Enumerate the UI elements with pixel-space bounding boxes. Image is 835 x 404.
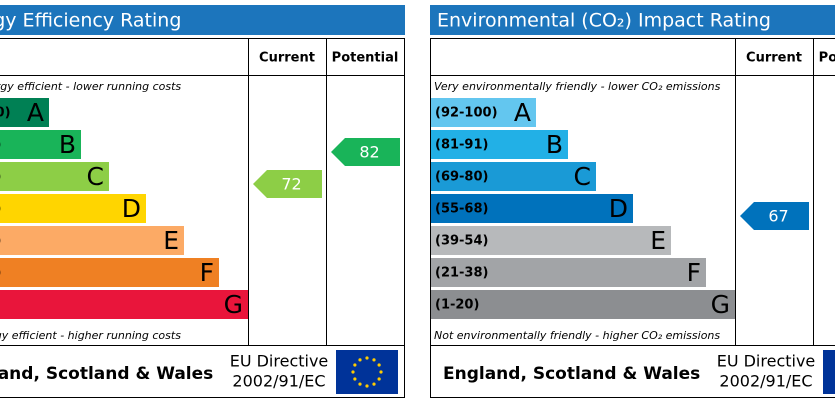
eu-star bbox=[377, 377, 381, 381]
band-range: (21-38) bbox=[0, 266, 1, 281]
band bbox=[431, 98, 536, 127]
eu-flag bbox=[823, 350, 835, 394]
footer-region: England, Scotland & Wales bbox=[0, 364, 213, 384]
band bbox=[0, 130, 81, 159]
band-letter: F bbox=[200, 258, 214, 287]
column-header: Potential bbox=[819, 51, 835, 66]
eu-star bbox=[365, 384, 369, 388]
footer-directive: 2002/91/EC bbox=[719, 372, 812, 391]
potential-arrow bbox=[331, 138, 400, 166]
band-letter: B bbox=[59, 130, 76, 159]
band bbox=[0, 226, 184, 255]
eu-star bbox=[358, 382, 362, 386]
band-range: (81-91) bbox=[0, 138, 1, 153]
band-range: (92-100) bbox=[0, 106, 11, 121]
band-range: (69-80) bbox=[435, 170, 488, 185]
current-arrow bbox=[740, 202, 809, 230]
eu-star bbox=[351, 370, 355, 374]
current-value: 72 bbox=[281, 175, 301, 194]
eu-star bbox=[353, 377, 357, 381]
band-range: (55-68) bbox=[0, 202, 1, 217]
eu-star bbox=[372, 382, 376, 386]
column-header: Potential bbox=[332, 51, 399, 66]
band-letter: E bbox=[650, 226, 666, 255]
column-header: Current bbox=[746, 51, 802, 66]
potential-value: 82 bbox=[359, 143, 379, 162]
bottom-note: Not environmentally friendly - higher CO… bbox=[434, 329, 720, 342]
band-letter: G bbox=[224, 290, 243, 319]
band bbox=[0, 194, 146, 223]
current-arrow bbox=[253, 170, 322, 198]
top-note: Very energy efficient - lower running co… bbox=[0, 80, 181, 93]
band-letter: E bbox=[163, 226, 179, 255]
band bbox=[431, 290, 735, 319]
band-range: (39-54) bbox=[0, 234, 1, 249]
band-range: (21-38) bbox=[435, 266, 488, 281]
band-letter: A bbox=[514, 98, 531, 127]
band bbox=[431, 162, 596, 191]
column-header: Current bbox=[259, 51, 315, 66]
footer-directive: EU Directive bbox=[717, 352, 816, 371]
band-range: (92-100) bbox=[435, 106, 498, 121]
band-letter: C bbox=[87, 162, 104, 191]
eu-star bbox=[372, 358, 376, 362]
band bbox=[0, 98, 49, 127]
band bbox=[0, 162, 109, 191]
band-letter: F bbox=[687, 258, 701, 287]
footer-directive: EU Directive bbox=[230, 352, 329, 371]
footer-directive: 2002/91/EC bbox=[232, 372, 325, 391]
band-letter: D bbox=[609, 194, 628, 223]
footer-region: England, Scotland & Wales bbox=[443, 364, 700, 384]
band-range: (39-54) bbox=[435, 234, 488, 249]
eu-star bbox=[377, 363, 381, 367]
eu-star bbox=[365, 356, 369, 360]
band bbox=[0, 258, 219, 287]
eu-star bbox=[358, 358, 362, 362]
band bbox=[431, 194, 633, 223]
band bbox=[431, 258, 706, 287]
band-letter: A bbox=[27, 98, 44, 127]
eu-star bbox=[353, 363, 357, 367]
panel-title: Environmental (CO₂) Impact Rating bbox=[437, 10, 771, 32]
band-range: (81-91) bbox=[435, 138, 488, 153]
current-value: 67 bbox=[768, 207, 788, 226]
bottom-note: Not energy efficient - higher running co… bbox=[0, 329, 181, 342]
band-letter: B bbox=[546, 130, 563, 159]
band-letter: C bbox=[574, 162, 591, 191]
eu-star bbox=[379, 370, 383, 374]
title-bar bbox=[0, 5, 405, 35]
band-range: (1-20) bbox=[435, 298, 479, 313]
title-bar bbox=[430, 5, 835, 35]
band bbox=[431, 130, 568, 159]
band-range: (69-80) bbox=[0, 170, 1, 185]
band-range: (55-68) bbox=[435, 202, 488, 217]
band-letter: G bbox=[711, 290, 730, 319]
top-note: Very environmentally friendly - lower CO… bbox=[434, 80, 721, 93]
band-letter: D bbox=[122, 194, 141, 223]
band bbox=[431, 226, 671, 255]
panel-title: Energy Efficiency Rating bbox=[0, 10, 181, 32]
band bbox=[0, 290, 248, 319]
